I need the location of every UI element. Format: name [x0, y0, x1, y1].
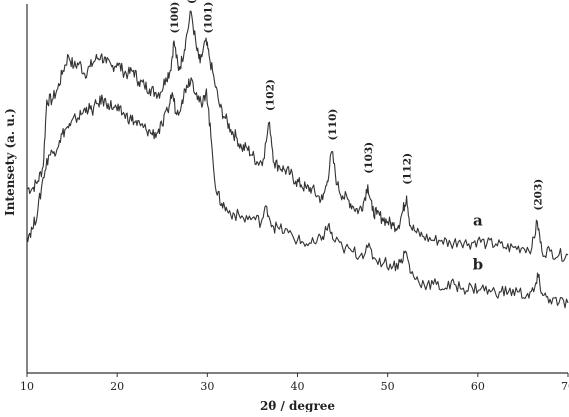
x-tick-label: 30: [200, 380, 214, 393]
peak-label: (100): [169, 2, 181, 34]
peak-label: (101): [202, 2, 214, 34]
peak-label: (203): [532, 179, 544, 211]
series-b-line: [26, 77, 569, 309]
peak-label: (110): [327, 109, 339, 141]
labels-layer: (100) (002) (101) (102) (110) (103) (112) (203)…: [169, 0, 544, 274]
peak-label: (002): [186, 0, 198, 4]
series-layer: [26, 10, 569, 309]
x-tick-label: 20: [110, 380, 124, 393]
curve-label-a: a: [473, 211, 483, 229]
peak-label: (112): [402, 153, 414, 185]
x-axis-title: 2θ / degree: [260, 399, 335, 412]
peak-label: (102): [265, 79, 277, 111]
x-tick-label: 60: [471, 380, 485, 393]
x-tick-label: 50: [381, 380, 395, 393]
axes: 10 20 30 40 50 60 70: [20, 4, 569, 393]
peak-label: (103): [363, 142, 375, 174]
curve-label-b: b: [473, 256, 484, 274]
x-tick-label: 10: [20, 380, 34, 393]
series-a-line: [26, 10, 569, 262]
x-tick-label: 40: [291, 380, 305, 393]
y-axis-title: Intensety (a. u.): [3, 108, 17, 216]
x-tick-label: 70: [561, 380, 569, 393]
